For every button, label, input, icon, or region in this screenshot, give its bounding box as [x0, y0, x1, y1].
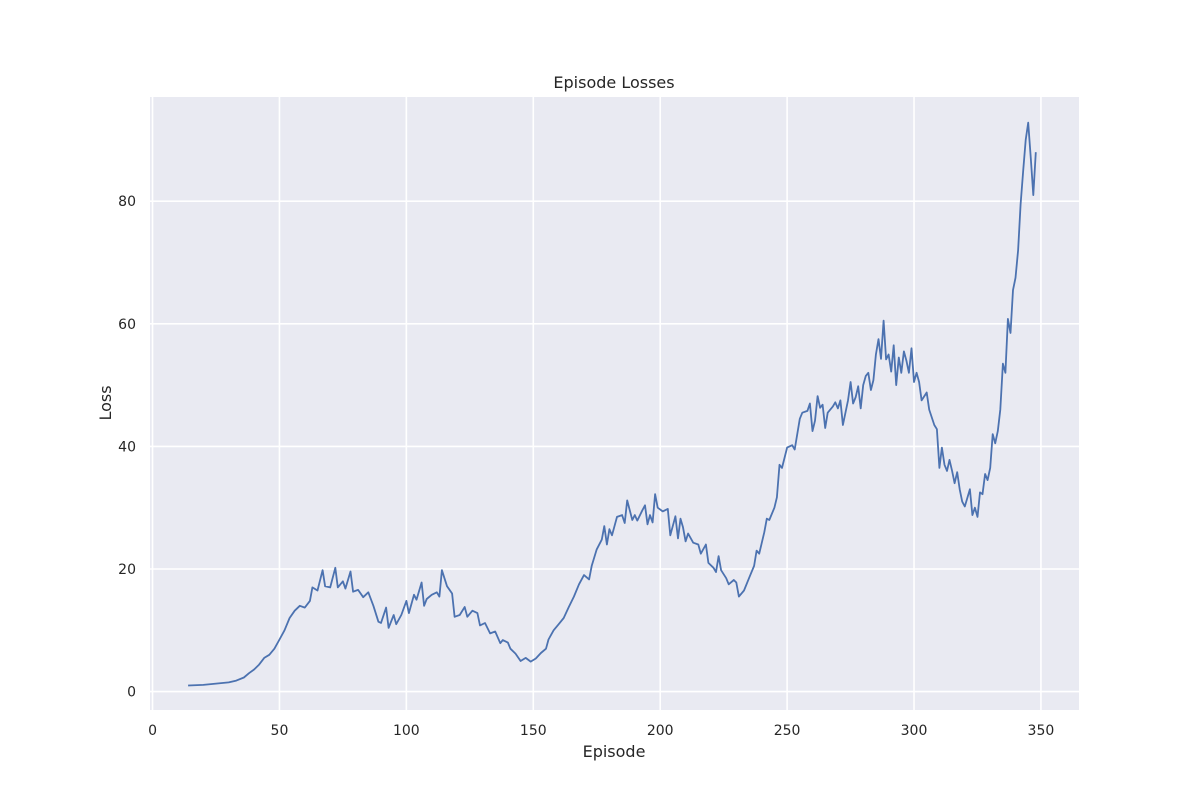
y-tick-label: 80: [118, 194, 136, 210]
y-tick-label: 60: [118, 317, 136, 333]
x-tick-label: 300: [901, 723, 928, 739]
series-line: [188, 121, 1037, 687]
x-tick-label: 100: [393, 723, 420, 739]
grid: [150, 97, 1079, 710]
x-tick-label: 350: [1028, 723, 1055, 739]
y-axis-title: Loss: [96, 385, 115, 420]
y-tick-label: 20: [118, 562, 136, 578]
tick-labels: 0 50 100 150 200 250 300 350 0 20 40 60 80: [118, 194, 1054, 739]
x-tick-label: 50: [271, 723, 289, 739]
y-tick-label: 0: [127, 685, 136, 701]
chart-title: Episode Losses: [553, 73, 674, 92]
x-tick-label: 150: [520, 723, 547, 739]
y-tick-label: 40: [118, 439, 136, 455]
x-axis-title: Episode: [583, 742, 646, 761]
x-tick-label: 200: [647, 723, 674, 739]
x-tick-label: 0: [148, 723, 157, 739]
x-tick-label: 250: [774, 723, 801, 739]
